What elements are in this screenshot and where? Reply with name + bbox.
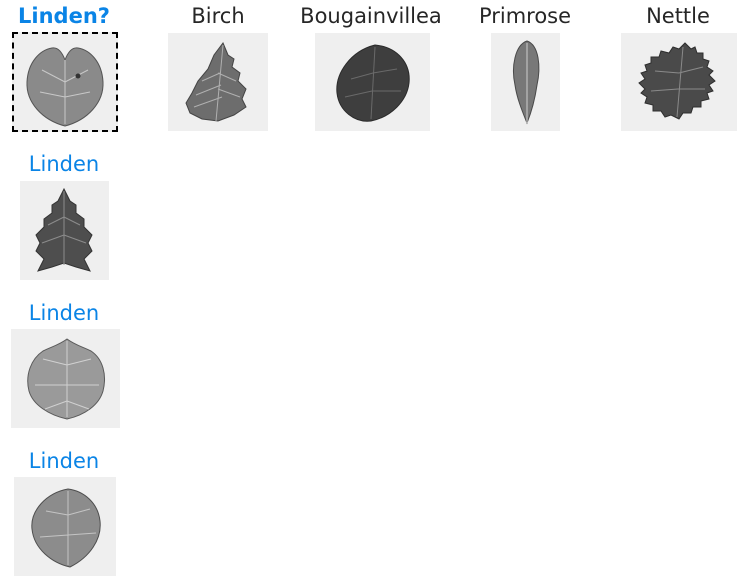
leaf-image — [638, 42, 716, 120]
leaf-image — [27, 338, 105, 420]
match-label-3: Linden — [28, 449, 100, 473]
reference-label-primrose: Primrose — [478, 4, 572, 28]
reference-thumbnail-bougainvillea[interactable] — [315, 33, 430, 131]
reference-thumbnail-birch[interactable] — [168, 33, 268, 131]
reference-label-nettle: Nettle — [646, 4, 710, 28]
leaf-image — [185, 42, 247, 122]
query-selection-frame — [12, 32, 118, 132]
match-label-1: Linden — [28, 152, 100, 176]
reference-thumbnail-nettle[interactable] — [621, 33, 737, 131]
reference-label-bougainvillea: Bougainvillea — [300, 4, 442, 28]
leaf-image — [26, 47, 104, 127]
match-thumbnail-1[interactable] — [20, 181, 109, 280]
leaf-image — [513, 40, 540, 125]
match-thumbnail-3[interactable] — [14, 477, 116, 576]
leaf-image — [336, 44, 410, 122]
match-thumbnail-2[interactable] — [11, 329, 120, 428]
query-thumbnail[interactable] — [12, 32, 118, 132]
leaf-image — [35, 187, 93, 272]
leaf-image — [31, 488, 101, 568]
query-label: Linden? — [18, 4, 110, 28]
reference-thumbnail-primrose[interactable] — [491, 33, 560, 131]
reference-label-birch: Birch — [191, 4, 245, 28]
match-label-2: Linden — [28, 301, 100, 325]
